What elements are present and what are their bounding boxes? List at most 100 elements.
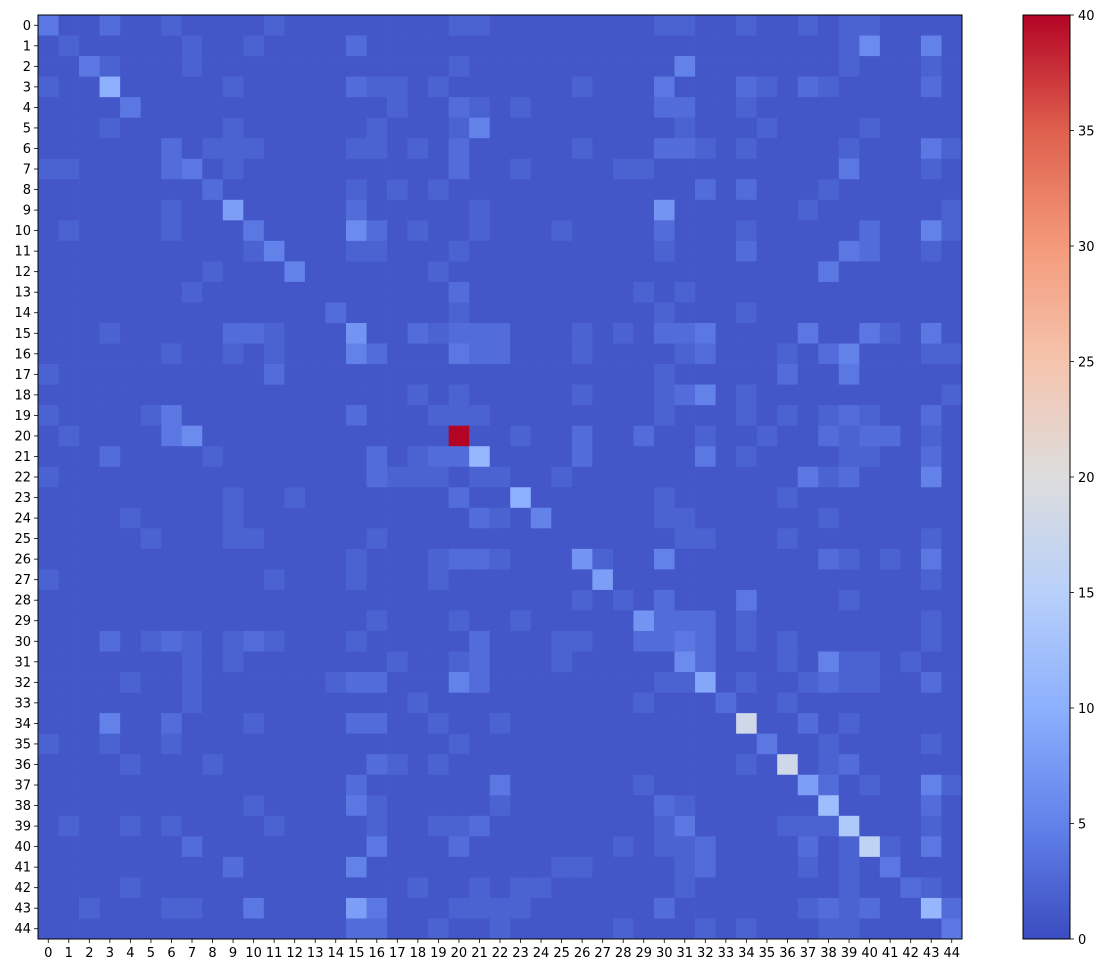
heatmap-cell-21-39	[838, 446, 860, 468]
heatmap-cell-6-1	[58, 138, 80, 160]
heatmap-cell-15-18	[407, 323, 429, 344]
heatmap-cell-2-19	[428, 56, 450, 77]
heatmap-cell-13-7	[181, 281, 203, 303]
heatmap-cell-30-18	[407, 631, 429, 652]
heatmap-cell-10-18	[407, 220, 429, 242]
heatmap-cell-26-35	[756, 548, 778, 570]
heatmap-cell-24-32	[695, 507, 716, 529]
heatmap-cell-36-6	[161, 754, 183, 776]
heatmap-cell-33-22	[489, 692, 511, 714]
heatmap-cell-2-8	[202, 56, 224, 77]
heatmap-cell-15-23	[510, 323, 532, 344]
heatmap-cell-4-17	[387, 97, 408, 119]
heatmap-cell-31-35	[756, 651, 778, 673]
heatmap-cell-23-42	[900, 487, 922, 509]
heatmap-cell-1-12	[284, 35, 306, 57]
heatmap-cell-1-37	[797, 35, 819, 57]
heatmap-cell-26-25	[551, 548, 573, 570]
heatmap-cell-26-1	[58, 548, 80, 570]
heatmap-cell-18-39	[838, 384, 860, 406]
heatmap-cell-7-9	[222, 158, 244, 180]
heatmap-cell-9-31	[674, 199, 696, 221]
heatmap-cell-8-2	[79, 179, 100, 201]
heatmap-cell-18-16	[366, 384, 388, 406]
heatmap-cell-20-14	[325, 425, 347, 447]
heatmap-cell-32-20	[448, 672, 470, 693]
heatmap-cell-14-35	[756, 302, 778, 324]
heatmap-cell-2-26	[571, 56, 593, 77]
heatmap-cell-21-9	[222, 446, 244, 468]
heatmap-cell-28-33	[715, 589, 737, 611]
heatmap-cell-34-32	[695, 713, 716, 735]
heatmap-cell-41-36	[777, 856, 799, 878]
heatmap-cell-13-12	[284, 281, 306, 303]
heatmap-cell-39-44	[941, 815, 963, 837]
heatmap-cell-5-41	[879, 117, 901, 139]
heatmap-cell-0-41	[879, 15, 901, 36]
y-tick-label: 10	[14, 224, 31, 239]
heatmap-cell-3-26	[571, 76, 593, 98]
heatmap-cell-17-33	[715, 364, 737, 385]
heatmap-cell-25-3	[99, 528, 121, 550]
heatmap-cell-22-34	[736, 466, 758, 488]
heatmap-cell-25-44	[941, 528, 963, 550]
heatmap-cell-2-15	[346, 56, 367, 77]
heatmap-cell-26-39	[838, 548, 860, 570]
heatmap-cell-5-29	[633, 117, 655, 139]
heatmap-cell-33-32	[695, 692, 716, 714]
heatmap-cell-38-40	[859, 795, 881, 817]
heatmap-cell-1-40	[859, 35, 881, 57]
heatmap-cell-38-9	[222, 795, 244, 817]
heatmap-cell-9-9	[222, 199, 244, 221]
heatmap-cell-25-43	[920, 528, 942, 550]
heatmap-cell-20-36	[777, 425, 799, 447]
heatmap-cell-6-11	[263, 138, 285, 160]
heatmap-cell-41-3	[99, 856, 121, 878]
heatmap-cell-9-7	[181, 199, 203, 221]
x-tick-label: 23	[512, 946, 529, 961]
heatmap-cell-33-0	[38, 692, 59, 714]
y-tick-label: 3	[23, 80, 31, 95]
heatmap-cell-29-8	[202, 610, 224, 632]
heatmap-cell-26-41	[879, 548, 901, 570]
heatmap-cell-18-8	[202, 384, 224, 406]
heatmap-cell-24-26	[571, 507, 593, 529]
heatmap-cell-39-42	[900, 815, 922, 837]
heatmap-cell-7-19	[428, 158, 450, 180]
heatmap-cell-13-20	[448, 281, 470, 303]
heatmap-cell-11-23	[510, 240, 532, 262]
heatmap-cell-4-38	[818, 97, 840, 119]
heatmap-cell-19-33	[715, 405, 737, 427]
heatmap-cell-32-29	[633, 672, 655, 693]
heatmap-cell-20-38	[818, 425, 840, 447]
heatmap-cell-37-19	[428, 774, 450, 796]
heatmap-cell-39-27	[592, 815, 614, 837]
heatmap-cell-26-10	[243, 548, 265, 570]
heatmap-cell-34-21	[469, 713, 491, 735]
heatmap-cell-2-24	[530, 56, 552, 77]
x-tick-label: 10	[245, 946, 262, 961]
heatmap-cell-31-26	[571, 651, 593, 673]
y-tick-label: 43	[14, 902, 31, 917]
heatmap-cell-23-36	[777, 487, 799, 509]
x-tick-label: 34	[738, 946, 755, 961]
heatmap-cell-10-11	[263, 220, 285, 242]
heatmap-cell-12-1	[58, 261, 80, 283]
heatmap-cell-12-32	[695, 261, 716, 283]
heatmap-cell-29-42	[900, 610, 922, 632]
heatmap-cell-44-20	[448, 918, 470, 940]
heatmap-cell-17-14	[325, 364, 347, 385]
heatmap-cell-39-30	[654, 815, 675, 837]
y-tick-label: 35	[14, 737, 31, 752]
heatmap-cell-20-25	[551, 425, 573, 447]
heatmap-cell-8-16	[366, 179, 388, 201]
heatmap-cell-13-5	[140, 281, 162, 303]
heatmap-cell-30-39	[838, 631, 860, 652]
heatmap-cell-9-24	[530, 199, 552, 221]
heatmap-cell-8-25	[551, 179, 573, 201]
heatmap-cell-36-22	[489, 754, 511, 776]
heatmap-cell-23-22	[489, 487, 511, 509]
heatmap-cell-39-33	[715, 815, 737, 837]
heatmap-cell-36-18	[407, 754, 429, 776]
heatmap-cell-33-38	[818, 692, 840, 714]
